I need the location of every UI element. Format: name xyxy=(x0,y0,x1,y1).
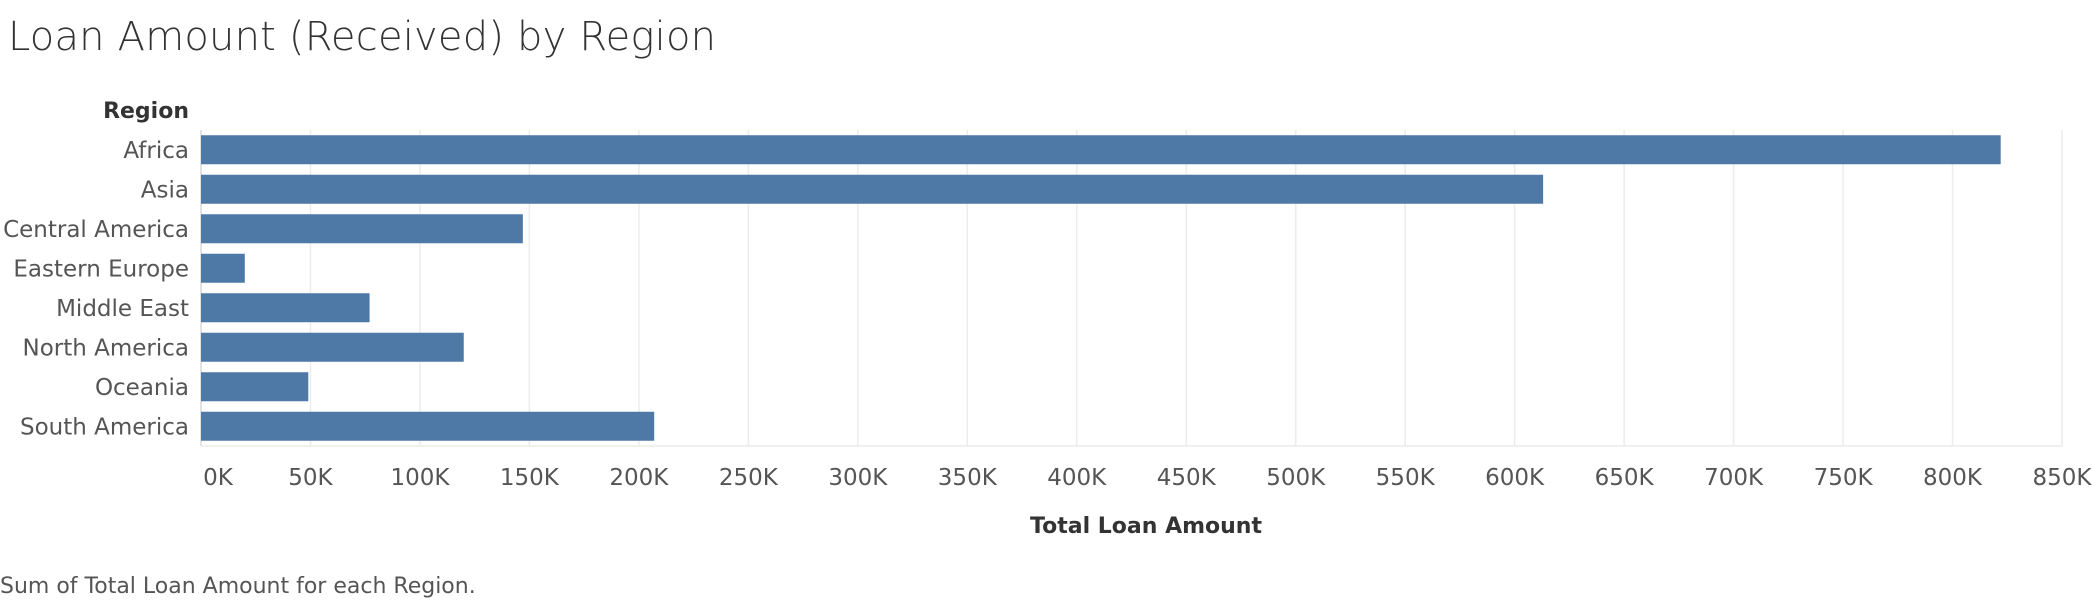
bar-south-america[interactable] xyxy=(201,411,655,441)
bar-north-america[interactable] xyxy=(201,332,464,362)
x-tick-label: 500K xyxy=(1266,465,1326,491)
bar-central-america[interactable] xyxy=(201,214,523,244)
bar-oceania[interactable] xyxy=(201,372,309,402)
x-tick-label: 400K xyxy=(1047,465,1107,491)
x-tick-label: 450K xyxy=(1157,465,1217,491)
x-tick-label: 850K xyxy=(2033,465,2092,491)
category-label: Central America xyxy=(3,217,189,243)
x-axis-title: Total Loan Amount xyxy=(1030,514,1262,539)
bar-middle-east[interactable] xyxy=(201,293,370,323)
category-label: South America xyxy=(20,414,189,440)
bars xyxy=(201,135,2001,441)
category-label: North America xyxy=(22,335,189,361)
category-label: Eastern Europe xyxy=(13,256,189,282)
category-label: Middle East xyxy=(56,296,189,322)
x-tick-labels: 0K 50K 100K 150K 200K 250K 300K 350K 400K 450K 500… xyxy=(203,465,2092,491)
category-label: Asia xyxy=(141,177,189,203)
x-tick-label: 0K xyxy=(203,465,234,491)
x-tick-label: 250K xyxy=(719,465,779,491)
bar-eastern-europe[interactable] xyxy=(201,253,245,283)
chart-caption: Sum of Total Loan Amount for each Region… xyxy=(0,574,476,599)
bar-asia[interactable] xyxy=(201,174,1544,204)
x-tick-label: 200K xyxy=(609,465,669,491)
x-tick-label: 350K xyxy=(938,465,998,491)
chart-title: Loan Amount (Received) by Region xyxy=(8,14,717,60)
x-tick-label: 100K xyxy=(390,465,450,491)
category-label: Oceania xyxy=(95,375,189,401)
category-axis-label: Region xyxy=(103,99,189,124)
bar-chart: Africa Asia Central America Eastern Europe M… xyxy=(3,99,2092,539)
x-tick-label: 700K xyxy=(1704,465,1764,491)
x-tick-label: 300K xyxy=(828,465,888,491)
x-tick-label: 150K xyxy=(500,465,560,491)
x-tick-label: 800K xyxy=(1923,465,1983,491)
x-tick-label: 600K xyxy=(1485,465,1545,491)
category-label: Africa xyxy=(123,138,189,164)
category-labels: Africa Asia Central America Eastern Europe M… xyxy=(3,138,189,441)
x-tick-label: 550K xyxy=(1376,465,1436,491)
x-tick-label: 50K xyxy=(288,465,333,491)
bar-africa[interactable] xyxy=(201,135,2001,165)
x-tick-label: 650K xyxy=(1595,465,1655,491)
x-tick-label: 750K xyxy=(1814,465,1874,491)
